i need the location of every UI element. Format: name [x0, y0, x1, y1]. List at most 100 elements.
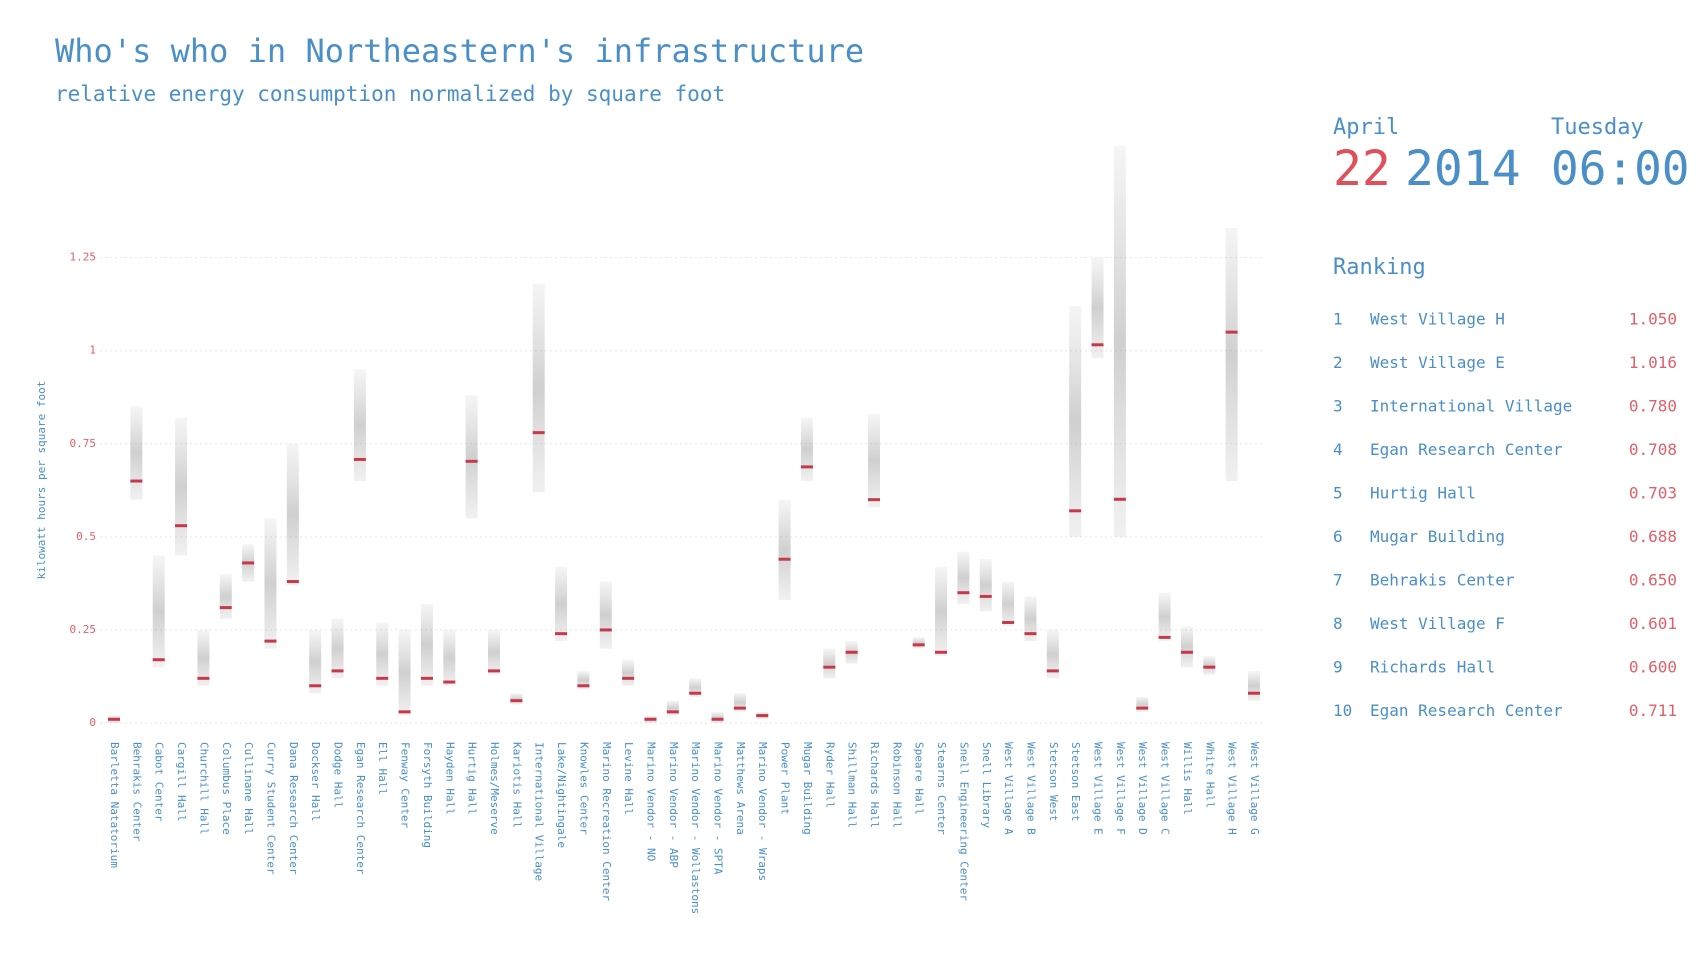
current-mark: [488, 669, 500, 673]
x-tick-label: Cabot Center: [153, 742, 166, 822]
x-tick-label: Holmes/Meserve: [488, 742, 501, 835]
x-tick-label: Marino Vendor - SPTA: [712, 742, 725, 875]
current-mark: [1136, 706, 1149, 710]
y-tick-label: 0: [89, 716, 96, 729]
rank-value: 0.703: [1629, 484, 1677, 503]
x-tick-label: Levine Hall: [622, 742, 635, 815]
rank-value: 0.688: [1629, 527, 1677, 546]
current-mark: [644, 717, 657, 721]
ranking-list: 1 West Village H 1.050 2 West Village E 1.016…: [1333, 310, 1677, 721]
history-range: [1180, 626, 1193, 668]
rank-value: 0.708: [1629, 440, 1677, 459]
y-axis-label: kilowatt hours per square foot: [35, 381, 48, 580]
history-range: [1002, 581, 1015, 627]
y-tick-label: 1.25: [70, 251, 97, 264]
current-mark: [1203, 665, 1216, 669]
x-tick-label: Ell Hall: [376, 742, 389, 795]
current-mark: [1180, 650, 1193, 654]
current-mark: [197, 676, 210, 680]
history-range: [130, 406, 143, 500]
current-mark: [845, 650, 858, 654]
history-range: [1225, 227, 1238, 482]
current-mark: [264, 639, 277, 643]
x-tick-label: Dockser Hall: [309, 742, 322, 821]
x-tick-label: Robinson Hall: [890, 742, 903, 828]
history-range: [935, 566, 948, 656]
history-range: [488, 629, 500, 675]
y-tick-label: 0.25: [70, 623, 97, 636]
current-mark: [599, 628, 612, 632]
rank-name: West Village E: [1370, 353, 1505, 372]
history-range: [465, 395, 478, 519]
current-mark: [666, 710, 679, 714]
current-mark: [756, 714, 769, 718]
current-mark: [1248, 691, 1260, 695]
current-mark: [622, 676, 635, 680]
rank-value: 0.601: [1629, 614, 1677, 633]
history-range: [800, 417, 813, 482]
rank-name: Behrakis Center: [1370, 571, 1515, 590]
history-range: [510, 693, 523, 705]
history-range: [1046, 629, 1059, 679]
current-mark: [689, 691, 702, 695]
current-mark: [510, 699, 523, 703]
current-mark: [130, 479, 143, 483]
x-tick-label: Marino Vendor - NO: [644, 742, 657, 861]
history-range: [778, 499, 791, 601]
rank-name: International Village: [1370, 397, 1572, 416]
x-tick-label: White Hall: [1203, 742, 1216, 808]
x-tick-label: Lake/Nightingale: [555, 742, 568, 848]
current-mark: [711, 717, 724, 721]
x-tick-label: Cargill Hall: [175, 742, 188, 821]
rank-name: Mugar Building: [1370, 527, 1505, 546]
history-range: [420, 603, 433, 686]
year: 2014: [1405, 141, 1521, 197]
history-range: [1024, 596, 1037, 642]
rank-number: 2: [1333, 353, 1343, 372]
history-range: [197, 629, 210, 686]
x-tick-label: Curry Student Center: [264, 742, 277, 875]
current-mark: [398, 710, 411, 714]
history-range: [711, 711, 724, 723]
current-mark: [152, 658, 165, 662]
current-mark: [868, 498, 880, 502]
history-range: [219, 574, 232, 619]
x-tick-label: West Village C: [1159, 742, 1172, 835]
current-mark: [532, 431, 545, 435]
x-tick-label: Egan Research Center: [354, 742, 367, 875]
y-tick-label: 1: [89, 344, 96, 357]
rank-value: 0.780: [1629, 397, 1677, 416]
chart-subtitle: relative energy consumption normalized b…: [55, 82, 725, 106]
rank-number: 6: [1333, 527, 1343, 546]
current-mark: [1113, 497, 1126, 501]
history-range: [622, 659, 635, 686]
x-tick-label: Barletta Natatorium: [108, 742, 121, 868]
current-mark: [800, 465, 813, 469]
history-range: [152, 555, 165, 668]
history-range: [1158, 592, 1171, 642]
x-tick-label: Kariotis Hall: [510, 742, 523, 828]
x-tick-label: West Village A: [1002, 742, 1015, 835]
current-mark: [577, 684, 590, 688]
rank-value: 1.016: [1629, 353, 1677, 372]
y-tick-label: 0.5: [76, 530, 96, 543]
current-mark: [309, 684, 322, 688]
current-mark: [555, 632, 568, 636]
x-tick-label: Forsyth Building: [421, 742, 434, 848]
x-tick-label: Churchill Hall: [197, 742, 210, 835]
x-tick-label: Stearns Center: [935, 742, 948, 835]
history-range: [443, 629, 456, 686]
x-tick-label: Dana Research Center: [287, 742, 300, 875]
ranking-title: Ranking: [1333, 255, 1426, 280]
rank-name: West Village H: [1370, 310, 1505, 329]
current-mark: [1158, 635, 1171, 639]
current-mark: [420, 676, 433, 680]
x-tick-label: Shillman Hall: [846, 742, 859, 828]
history-range: [979, 559, 992, 612]
rank-name: Egan Research Center: [1370, 440, 1563, 459]
x-tick-label: Mugar Building: [801, 742, 814, 835]
x-tick-label: Dodge Hall: [332, 742, 345, 808]
history-range: [1203, 655, 1216, 675]
rank-value: 0.711: [1629, 701, 1677, 720]
